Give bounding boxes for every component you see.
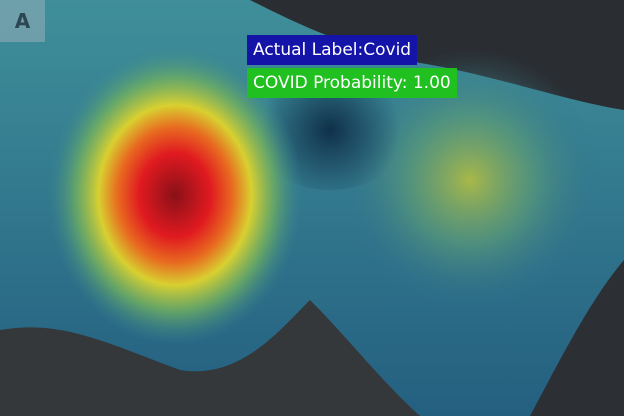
panel-label: A (0, 0, 45, 42)
probability-tag: COVID Probability: 1.00 (247, 68, 457, 98)
actual-label-tag: Actual Label:Covid (247, 35, 418, 65)
